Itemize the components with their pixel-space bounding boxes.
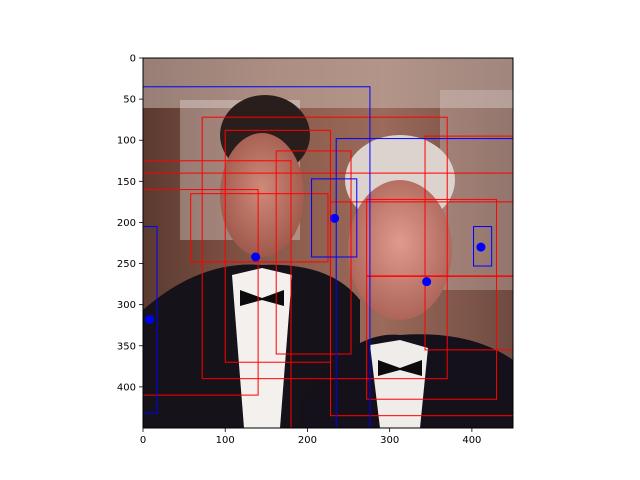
blue-box-4 bbox=[473, 226, 493, 267]
axes-frame bbox=[142, 57, 514, 429]
red-box-2 bbox=[143, 160, 292, 174]
y-tick-label-5: 250 bbox=[117, 259, 136, 270]
y-axis: 0 50 100 150 200 250 300 350 400 bbox=[117, 54, 143, 393]
y-tick-label-0: 0 bbox=[130, 54, 136, 65]
red-box-0 bbox=[201, 116, 448, 380]
red-box-6 bbox=[290, 172, 513, 428]
x-tick-label-1: 100 bbox=[216, 435, 235, 446]
red-box-4 bbox=[143, 189, 259, 396]
point-layer bbox=[145, 213, 486, 324]
y-tick-label-7: 350 bbox=[117, 341, 136, 352]
data-point-0 bbox=[145, 314, 155, 324]
x-axis: 0 100 200 300 400 bbox=[140, 428, 481, 446]
red-box-3 bbox=[190, 193, 329, 263]
red-box-5 bbox=[275, 150, 352, 355]
red-box-7 bbox=[329, 201, 513, 417]
x-tick-label-2: 200 bbox=[298, 435, 317, 446]
data-point-3 bbox=[422, 277, 432, 287]
red-box-10 bbox=[366, 275, 513, 277]
data-point-1 bbox=[251, 252, 261, 262]
y-tick-label-2: 100 bbox=[117, 136, 136, 147]
x-tick-label-0: 0 bbox=[140, 435, 146, 446]
blue-box-2 bbox=[311, 178, 358, 258]
background-photo bbox=[143, 58, 513, 428]
y-tick-label-8: 400 bbox=[117, 382, 136, 393]
y-tick-label-1: 50 bbox=[123, 95, 136, 106]
data-point-2 bbox=[330, 213, 340, 223]
data-point-4 bbox=[476, 242, 486, 252]
blue-box-1 bbox=[143, 226, 158, 414]
red-box-8 bbox=[366, 198, 498, 400]
x-tick-label-3: 300 bbox=[380, 435, 399, 446]
red-box-layer bbox=[143, 116, 513, 428]
blue-box-0 bbox=[143, 86, 371, 428]
x-tick-label-4: 400 bbox=[462, 435, 481, 446]
y-tick-label-4: 200 bbox=[117, 218, 136, 229]
y-tick-label-3: 150 bbox=[117, 177, 136, 188]
y-tick-label-6: 300 bbox=[117, 300, 136, 311]
